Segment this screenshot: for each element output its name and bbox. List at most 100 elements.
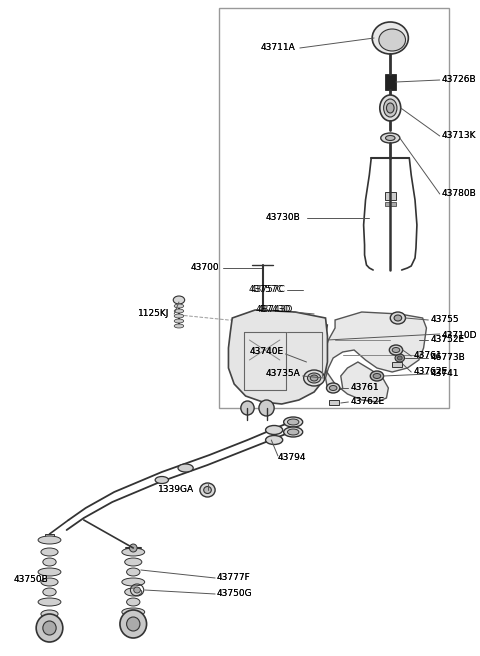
Ellipse shape xyxy=(200,483,215,497)
Text: 43755: 43755 xyxy=(430,316,459,325)
Text: 46773B: 46773B xyxy=(430,354,465,363)
Text: 43700: 43700 xyxy=(190,264,219,272)
Ellipse shape xyxy=(127,598,140,606)
Ellipse shape xyxy=(386,103,394,113)
Text: 43726B: 43726B xyxy=(442,75,476,85)
Ellipse shape xyxy=(372,22,408,54)
Ellipse shape xyxy=(265,436,283,445)
Text: 43713K: 43713K xyxy=(442,131,476,140)
Ellipse shape xyxy=(381,133,400,143)
Text: 43750G: 43750G xyxy=(217,590,252,598)
Text: 43780B: 43780B xyxy=(442,190,477,199)
Text: 43726B: 43726B xyxy=(442,75,476,85)
Text: 43741: 43741 xyxy=(430,369,459,379)
Circle shape xyxy=(36,614,63,642)
Ellipse shape xyxy=(125,618,142,626)
Text: 43762E: 43762E xyxy=(413,367,447,377)
Bar xyxy=(289,283,311,308)
Ellipse shape xyxy=(394,315,402,321)
Text: 43761: 43761 xyxy=(413,352,442,361)
Ellipse shape xyxy=(125,558,142,566)
Ellipse shape xyxy=(43,558,56,566)
Text: 43710D: 43710D xyxy=(442,331,477,340)
Text: 43730B: 43730B xyxy=(266,213,301,222)
Text: 43713K: 43713K xyxy=(442,131,476,140)
Text: 43777F: 43777F xyxy=(217,573,251,583)
Ellipse shape xyxy=(284,417,303,427)
Polygon shape xyxy=(228,310,327,404)
Ellipse shape xyxy=(370,371,384,381)
Ellipse shape xyxy=(178,464,193,472)
Circle shape xyxy=(120,610,146,638)
Ellipse shape xyxy=(127,568,140,576)
Ellipse shape xyxy=(390,312,406,324)
Text: 43735A: 43735A xyxy=(266,369,301,379)
Text: 43710D: 43710D xyxy=(442,331,477,340)
Polygon shape xyxy=(301,322,327,372)
Ellipse shape xyxy=(38,536,61,544)
Ellipse shape xyxy=(41,610,58,618)
Ellipse shape xyxy=(384,99,397,117)
Text: 43750G: 43750G xyxy=(217,590,252,598)
Ellipse shape xyxy=(174,309,184,313)
Ellipse shape xyxy=(379,29,406,51)
Text: 43743D: 43743D xyxy=(258,306,293,314)
Ellipse shape xyxy=(174,319,184,323)
Text: 43761: 43761 xyxy=(350,384,379,392)
Text: 1125KJ: 1125KJ xyxy=(138,310,169,319)
Text: 43780B: 43780B xyxy=(442,190,477,199)
Text: 43730B: 43730B xyxy=(266,213,301,222)
Circle shape xyxy=(241,401,254,415)
Bar xyxy=(384,202,396,206)
Bar xyxy=(329,400,339,405)
Ellipse shape xyxy=(174,314,184,318)
Text: 43762E: 43762E xyxy=(350,398,384,407)
Text: 43794: 43794 xyxy=(278,453,306,462)
Ellipse shape xyxy=(380,95,401,121)
Ellipse shape xyxy=(43,622,56,630)
Ellipse shape xyxy=(389,345,403,355)
Ellipse shape xyxy=(329,386,337,390)
Ellipse shape xyxy=(304,370,324,386)
Text: 43762E: 43762E xyxy=(413,367,447,377)
Text: 43735A: 43735A xyxy=(266,369,301,379)
Text: 43761: 43761 xyxy=(350,384,379,392)
Text: 43794: 43794 xyxy=(278,453,306,462)
Text: 43752E: 43752E xyxy=(430,335,464,344)
Ellipse shape xyxy=(310,375,318,381)
Ellipse shape xyxy=(265,426,283,434)
Ellipse shape xyxy=(373,373,381,379)
Polygon shape xyxy=(324,312,426,402)
Ellipse shape xyxy=(122,608,144,616)
Text: 43711A: 43711A xyxy=(260,43,295,52)
Ellipse shape xyxy=(155,476,168,483)
Text: 43757C: 43757C xyxy=(249,285,284,295)
Ellipse shape xyxy=(385,136,395,140)
Ellipse shape xyxy=(125,588,142,596)
Ellipse shape xyxy=(122,548,144,556)
Ellipse shape xyxy=(134,587,141,593)
Text: 43777F: 43777F xyxy=(217,573,251,583)
Text: 43761: 43761 xyxy=(413,352,442,361)
Ellipse shape xyxy=(284,427,303,437)
Text: 43762E: 43762E xyxy=(350,398,384,407)
Text: 1125KJ: 1125KJ xyxy=(138,310,169,319)
Text: 43755: 43755 xyxy=(430,316,459,325)
Text: 43752E: 43752E xyxy=(430,335,464,344)
Text: 46773B: 46773B xyxy=(430,354,465,363)
Text: 43711A: 43711A xyxy=(260,43,295,52)
Text: 43750B: 43750B xyxy=(13,575,48,584)
Text: 43743D: 43743D xyxy=(256,306,291,314)
Ellipse shape xyxy=(41,548,58,556)
Ellipse shape xyxy=(43,588,56,596)
Ellipse shape xyxy=(288,429,299,435)
Circle shape xyxy=(130,544,137,552)
Ellipse shape xyxy=(392,348,400,352)
Ellipse shape xyxy=(326,383,340,393)
Text: 1339GA: 1339GA xyxy=(158,485,194,495)
Ellipse shape xyxy=(397,356,402,360)
Text: 1339GA: 1339GA xyxy=(158,485,194,495)
Ellipse shape xyxy=(38,598,61,606)
Text: 43740E: 43740E xyxy=(250,348,284,356)
Bar xyxy=(392,362,402,367)
